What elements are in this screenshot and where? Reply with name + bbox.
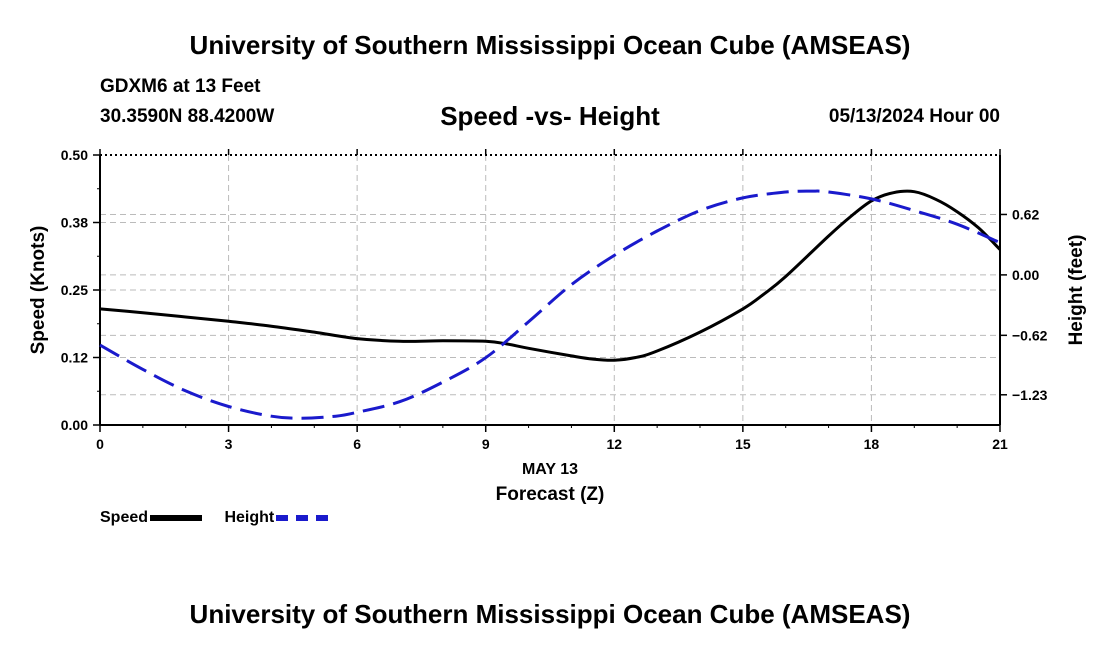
x-tick-label: 18 <box>864 436 880 452</box>
y2-axis-label: Height (feet) <box>1066 235 1087 346</box>
legend: Speed Height <box>100 509 346 527</box>
legend-item-height: Height <box>224 509 329 527</box>
legend-speed-label: Speed <box>100 509 149 526</box>
forecast-date: 05/13/2024 Hour 00 <box>828 106 1000 127</box>
y-tick-label: 0.25 <box>61 282 88 298</box>
x-tick-label: 0 <box>96 436 104 452</box>
y-tick-label: 0.00 <box>61 417 88 433</box>
x-axis-date-label: MAY 13 <box>522 461 578 478</box>
legend-item-speed: Speed <box>100 509 203 527</box>
y2-tick-label: 0.00 <box>1012 267 1039 283</box>
chart-title: Speed -vs- Height <box>440 101 660 131</box>
legend-height-swatch <box>276 515 329 521</box>
series-line-height <box>99 189 1001 420</box>
y2-tick-label: −0.62 <box>1012 327 1048 343</box>
x-tick-label: 9 <box>482 436 490 452</box>
x-tick-label: 3 <box>225 436 233 452</box>
y2-tick-label: −1.23 <box>1012 387 1048 403</box>
y-axis-label: Speed (Knots) <box>28 226 49 355</box>
footer-title: University of Southern Mississippi Ocean… <box>189 599 911 629</box>
legend-speed-swatch <box>150 515 203 521</box>
legend-height-label: Height <box>224 509 275 526</box>
main-title: University of Southern Mississippi Ocean… <box>189 30 911 60</box>
station-name: GDXM6 at 13 Feet <box>100 76 261 97</box>
station-coordinates: 30.3590N 88.4200W <box>100 106 275 127</box>
y2-tick-label: 0.62 <box>1012 206 1039 222</box>
y-tick-label: 0.12 <box>61 350 88 366</box>
x-tick-label: 6 <box>353 436 361 452</box>
x-tick-label: 21 <box>992 436 1008 452</box>
y-tick-label: 0.38 <box>61 215 88 231</box>
x-tick-label: 15 <box>735 436 751 452</box>
series-line-speed <box>99 189 1002 362</box>
x-axis-label: Forecast (Z) <box>496 484 605 505</box>
y-tick-label: 0.50 <box>61 147 88 163</box>
x-tick-label: 12 <box>606 436 622 452</box>
